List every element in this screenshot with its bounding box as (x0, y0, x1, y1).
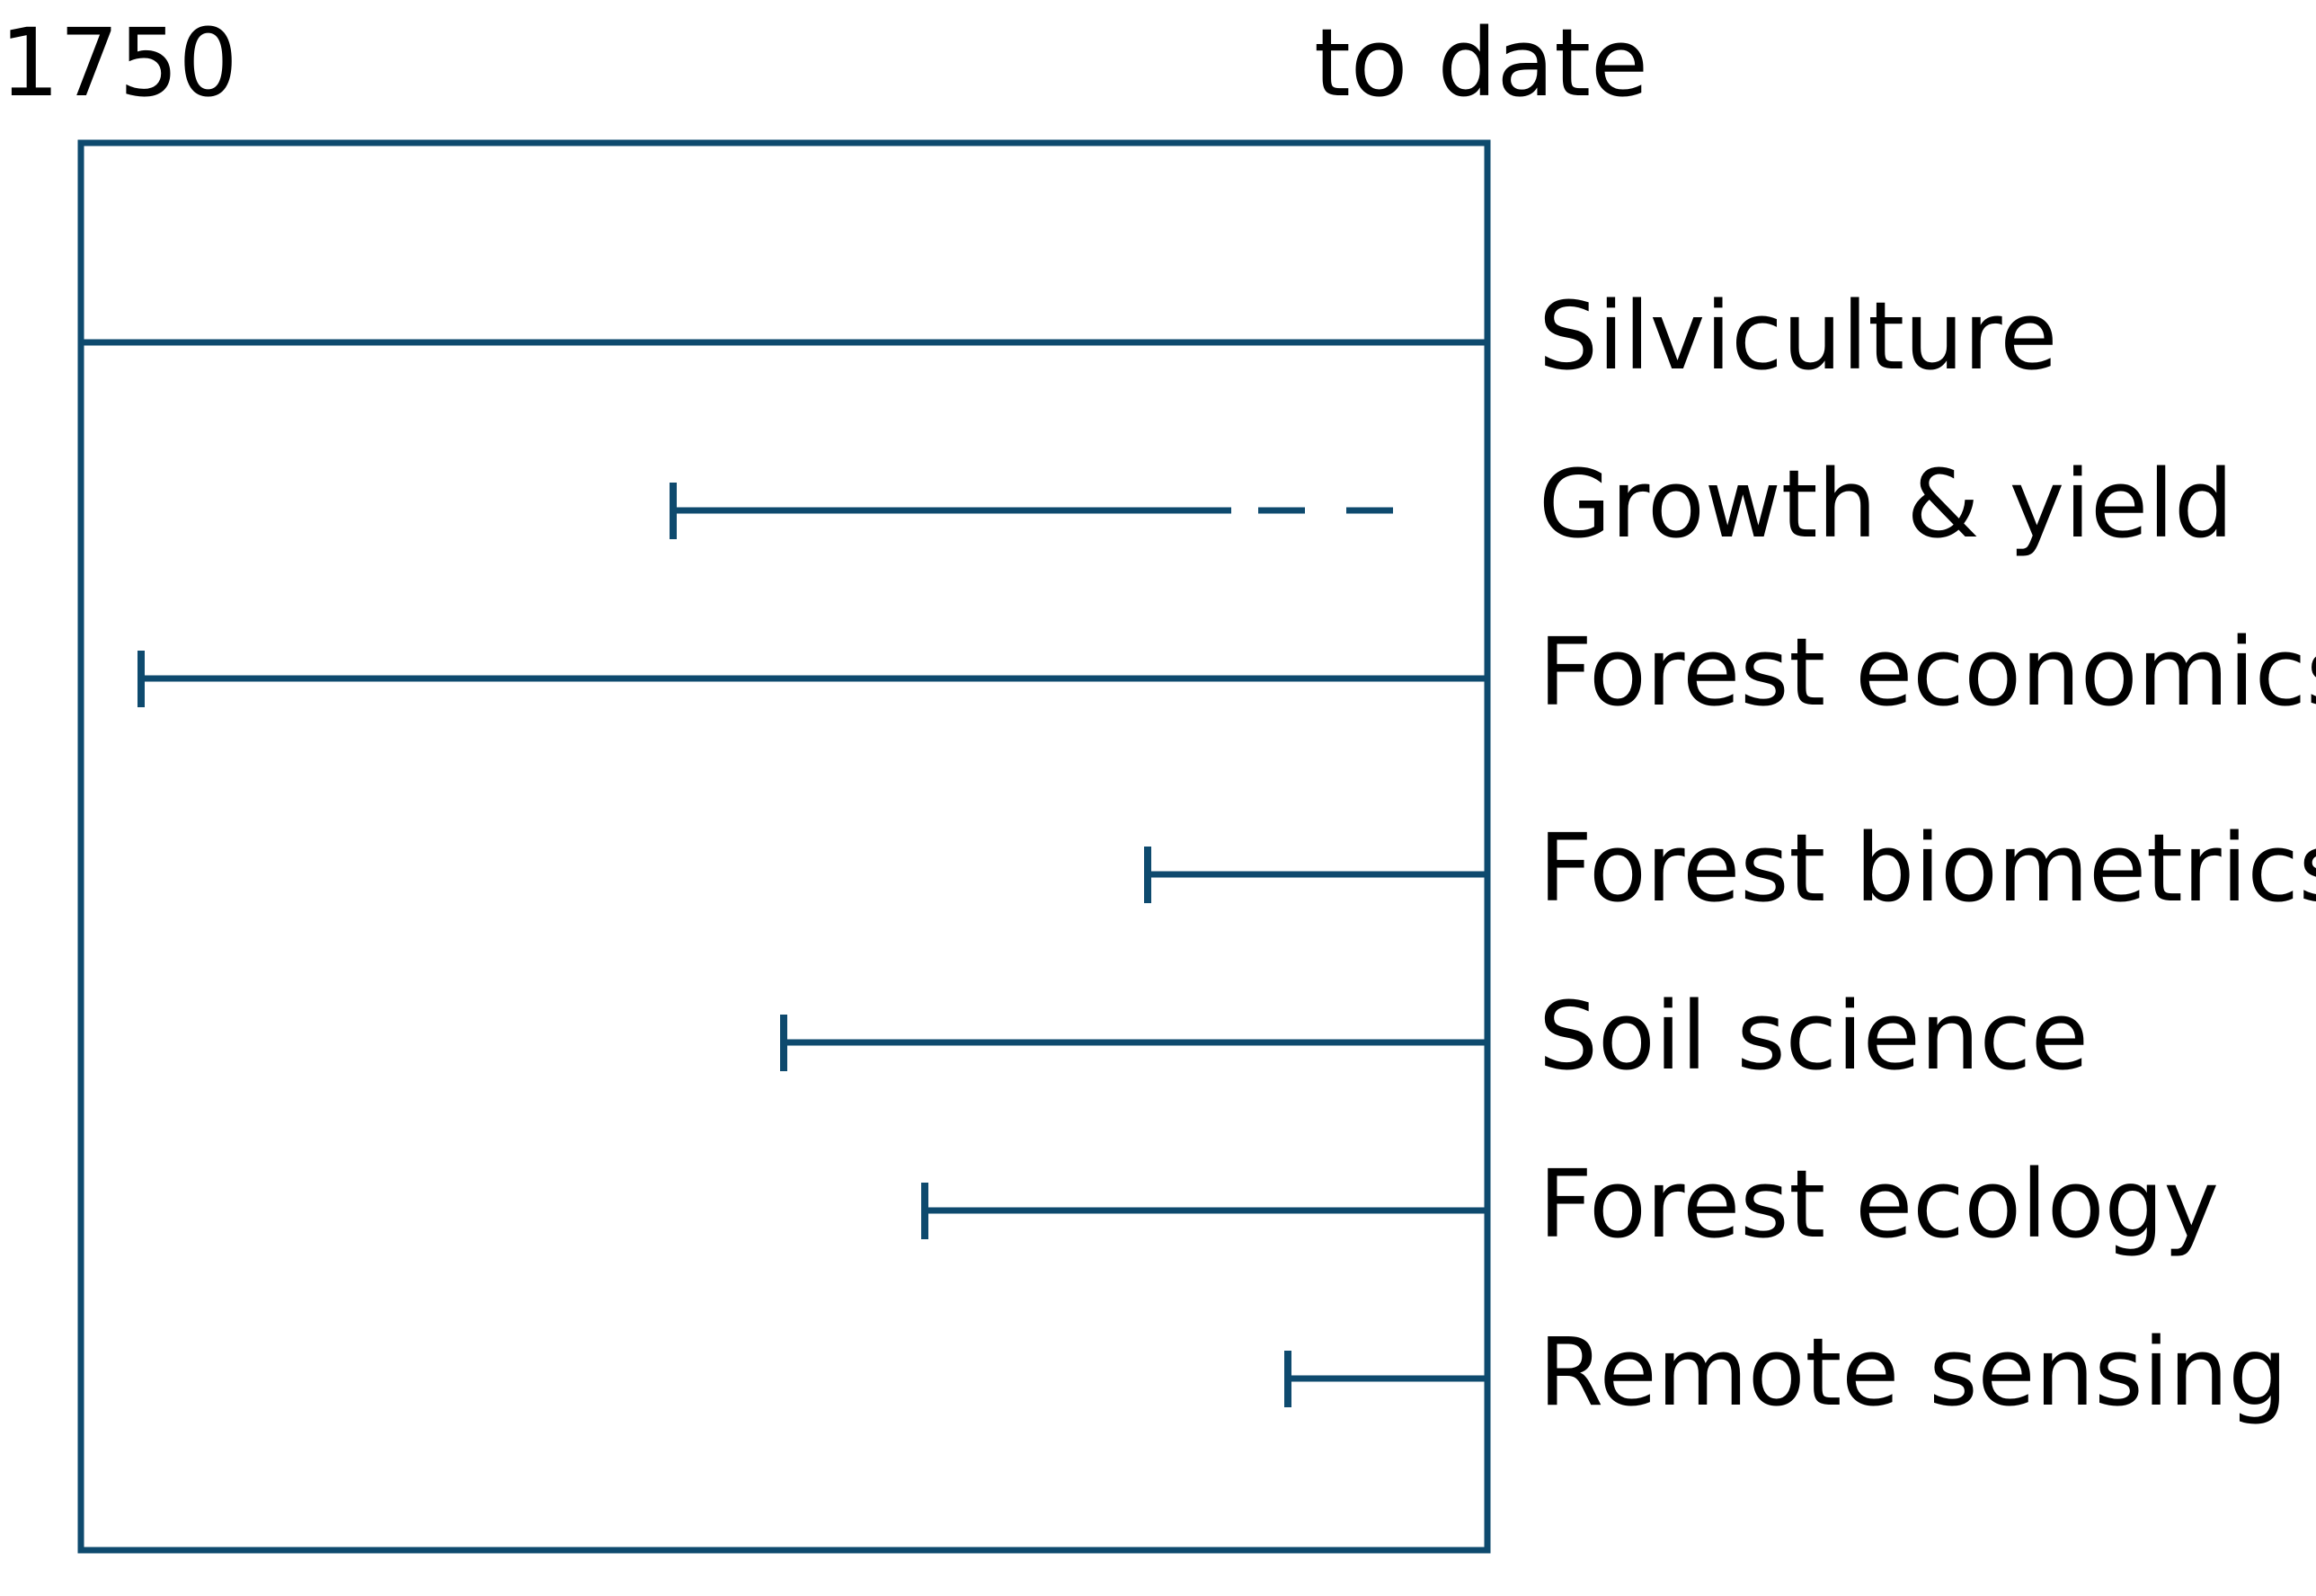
discipline-row-silviculture: Silviculture (81, 281, 2057, 391)
discipline-row-forest-economics: Forest economics (138, 617, 2316, 727)
discipline-row-growth-yield: Growth & yield (670, 449, 2233, 559)
discipline-label-forest-ecology: Forest ecology (1539, 1149, 2219, 1259)
discipline-label-forest-biometrics: Forest biometrics (1539, 813, 2316, 923)
start-label: 1750 (0, 8, 238, 118)
discipline-row-remote-sensing: Remote sensing (1284, 1317, 2287, 1427)
discipline-row-soil-science: Soil science (780, 981, 2089, 1091)
discipline-label-soil-science: Soil science (1539, 981, 2089, 1091)
discipline-label-forest-economics: Forest economics (1539, 617, 2316, 727)
discipline-row-forest-biometrics: Forest biometrics (1144, 813, 2316, 923)
discipline-label-silviculture: Silviculture (1539, 281, 2057, 391)
discipline-label-growth-yield: Growth & yield (1539, 449, 2233, 559)
timeline-frame (77, 139, 1491, 1554)
end-label: to date (1314, 8, 1648, 118)
discipline-row-forest-ecology: Forest ecology (921, 1149, 2219, 1259)
discipline-label-remote-sensing: Remote sensing (1539, 1317, 2287, 1427)
